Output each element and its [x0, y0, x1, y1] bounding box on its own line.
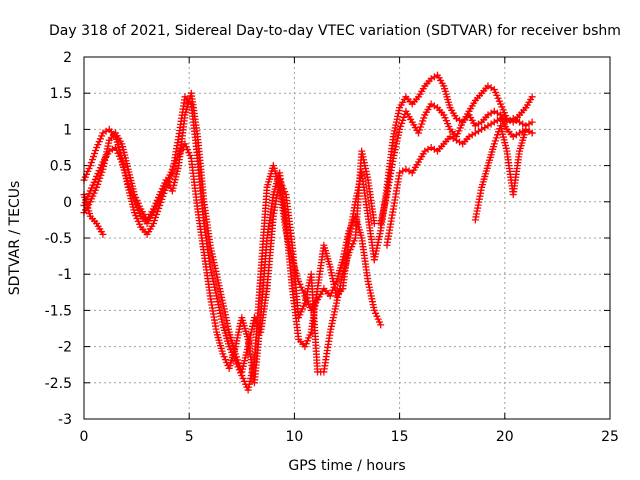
data-point-marker	[417, 123, 425, 131]
data-point-marker	[416, 126, 424, 134]
data-point-marker	[96, 174, 104, 182]
data-point-marker	[528, 93, 536, 101]
series-trace-5	[370, 71, 536, 264]
data-point-marker	[492, 134, 500, 142]
data-point-marker	[231, 350, 239, 358]
x-tick-label: 20	[496, 429, 514, 445]
data-point-marker	[419, 117, 427, 125]
series-trace-4	[80, 191, 107, 238]
data-point-marker	[87, 159, 95, 167]
series-trace-6	[377, 100, 536, 228]
y-tick-label: -3	[58, 412, 72, 428]
data-point-marker	[370, 220, 378, 228]
y-tick-label: -2.5	[45, 376, 72, 392]
data-point-marker	[86, 162, 94, 170]
data-point-marker	[528, 118, 536, 126]
data-point-marker	[97, 171, 105, 179]
data-point-marker	[89, 153, 97, 161]
data-point-marker	[95, 177, 103, 185]
x-tick-label: 10	[285, 429, 303, 445]
data-point-marker	[490, 140, 498, 148]
data-point-marker	[98, 168, 106, 176]
plot-frame	[83, 56, 611, 420]
series-line	[386, 117, 533, 246]
tick-labels: 0 5 10 15 20 25 -3 -2.5 -2 -1.5 -1 -0.5 0 0.5 1 1.5 2	[45, 50, 619, 445]
data-point-marker	[415, 129, 423, 137]
x-axis-label: GPS time / hours	[288, 458, 405, 474]
y-tick-label: 1	[63, 122, 72, 138]
x-tick-label: 15	[391, 429, 409, 445]
y-axis-label: SDTVAR / TECUs	[7, 181, 23, 296]
data-point-marker	[396, 125, 404, 133]
y-tick-label: 0	[63, 195, 72, 211]
data-point-marker	[399, 116, 407, 124]
data-point-marker	[418, 120, 426, 128]
x-tick-label: 5	[185, 429, 194, 445]
series-trace-8	[471, 122, 536, 224]
data-point-marker	[491, 137, 499, 145]
data-point-marker	[234, 356, 242, 364]
data-point-marker	[93, 183, 101, 191]
y-tick-label: 0.5	[50, 159, 72, 175]
y-tick-label: -1	[58, 267, 72, 283]
data-point-marker	[377, 321, 385, 329]
y-tick-label: -0.5	[45, 231, 72, 247]
data-point-marker	[528, 129, 536, 137]
chart-title: Day 318 of 2021, Sidereal Day-to-day VTE…	[49, 23, 621, 39]
y-tick-label: 1.5	[50, 86, 72, 102]
series-trace-7	[383, 115, 536, 249]
data-point-marker	[91, 150, 99, 158]
data-point-marker	[94, 180, 102, 188]
y-tick-label: -1.5	[45, 303, 72, 319]
y-tick-label: 2	[63, 50, 72, 66]
series-trace-3	[80, 89, 378, 376]
data-point-marker	[233, 353, 241, 361]
data-point-marker	[398, 119, 406, 127]
data-point-marker	[420, 114, 428, 122]
data-point-marker	[99, 230, 107, 238]
plot-area	[80, 71, 536, 394]
data-point-marker	[397, 122, 405, 130]
data-point-marker	[149, 220, 157, 228]
y-tick-label: -2	[58, 340, 72, 356]
x-tick-label: 0	[80, 429, 89, 445]
data-point-marker	[88, 156, 96, 164]
data-point-marker	[92, 147, 100, 155]
x-tick-label: 25	[601, 429, 619, 445]
